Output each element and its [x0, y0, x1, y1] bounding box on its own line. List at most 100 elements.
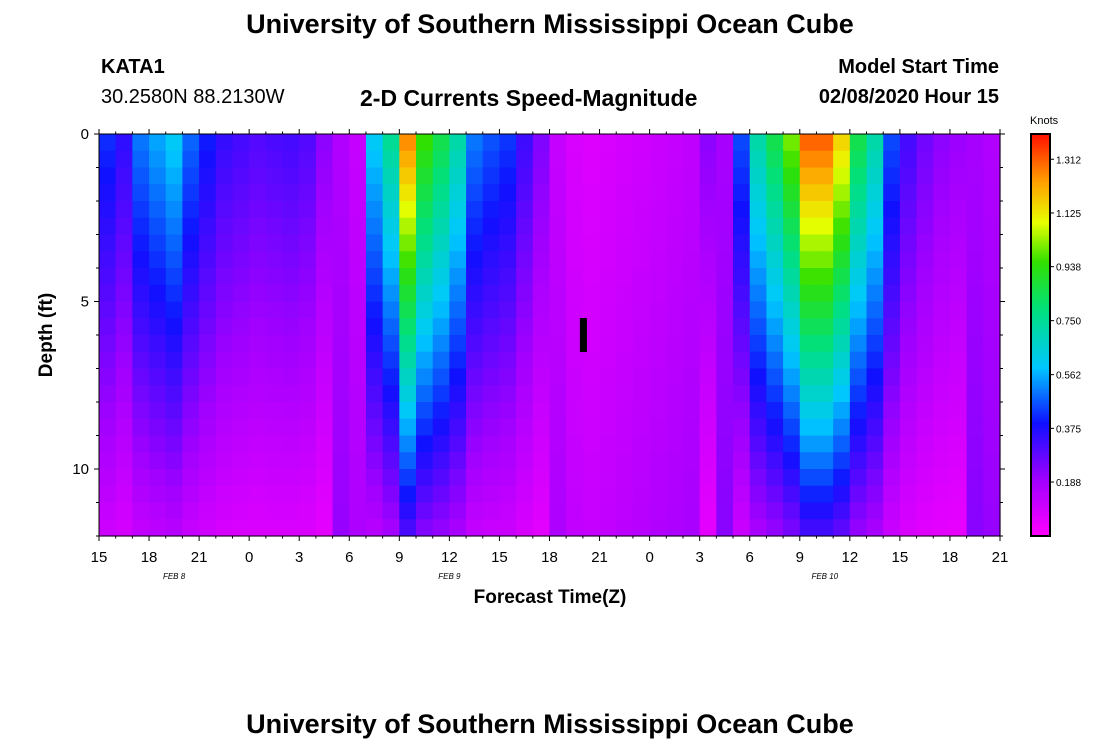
- heatmap-cell: [499, 284, 517, 303]
- heatmap-cell: [315, 234, 334, 252]
- heatmap-cell: [616, 351, 634, 370]
- heatmap-cell: [799, 284, 818, 303]
- current-time-marker: [579, 318, 587, 352]
- heatmap-cell: [549, 284, 567, 303]
- heatmap-cell: [115, 201, 133, 219]
- heatmap-cell: [783, 435, 801, 453]
- heatmap-cell: [549, 502, 567, 520]
- heatmap-cell: [599, 385, 617, 403]
- heatmap-cell: [716, 284, 734, 303]
- heatmap-cell: [449, 368, 467, 386]
- heatmap-cell: [883, 318, 901, 336]
- heatmap-cell: [299, 418, 317, 437]
- heatmap-cell: [232, 201, 250, 219]
- heatmap-cell: [733, 452, 751, 470]
- heatmap-cell: [115, 435, 133, 453]
- heatmap-cell: [649, 469, 667, 487]
- heatmap-cell: [983, 351, 1001, 370]
- top-title: University of Southern Mississippi Ocean…: [246, 9, 854, 39]
- heatmap-cell: [599, 469, 617, 487]
- heatmap-cell: [532, 469, 551, 487]
- colorbar-tick-label: 0.188: [1056, 478, 1081, 489]
- heatmap-cell: [165, 167, 184, 185]
- heatmap-cell: [766, 201, 784, 219]
- heatmap-cell: [132, 318, 150, 336]
- heatmap-cell: [816, 167, 834, 185]
- heatmap-cell: [783, 167, 801, 185]
- heatmap-cell: [866, 318, 884, 336]
- heatmap-cell: [916, 150, 934, 169]
- heatmap-cell: [716, 519, 734, 537]
- heatmap-cell: [115, 301, 133, 319]
- heatmap-cell: [866, 167, 884, 185]
- heatmap-cell: [733, 134, 751, 152]
- heatmap-cell: [399, 385, 417, 403]
- heatmap-cell: [249, 368, 267, 386]
- heatmap-cell: [599, 502, 617, 520]
- heatmap-cell: [699, 134, 717, 152]
- heatmap-cell: [249, 335, 267, 353]
- heatmap-cell: [566, 301, 584, 319]
- heatmap-cell: [299, 134, 317, 152]
- heatmap-cell: [249, 435, 267, 453]
- heatmap-cell: [482, 134, 501, 152]
- heatmap-cell: [165, 351, 184, 370]
- heatmap-cell: [399, 167, 417, 185]
- heatmap-cell: [365, 167, 384, 185]
- heatmap-cell: [349, 318, 367, 336]
- heatmap-cell: [299, 184, 317, 202]
- heatmap-cell: [833, 201, 851, 219]
- heatmap-cell: [115, 167, 133, 185]
- heatmap-cell: [399, 368, 417, 386]
- heatmap-cell: [332, 502, 350, 520]
- heatmap-cell: [399, 435, 417, 453]
- heatmap-cell: [516, 485, 534, 504]
- heatmap-cell: [232, 485, 250, 504]
- heatmap-cell: [365, 485, 384, 504]
- heatmap-cell: [966, 251, 984, 269]
- heatmap-cell: [382, 301, 400, 319]
- heatmap-cell: [766, 368, 784, 386]
- heatmap-cell: [365, 418, 384, 437]
- heatmap-cell: [549, 435, 567, 453]
- heatmap-cell: [115, 418, 133, 437]
- heatmap-cell: [432, 217, 450, 236]
- heatmap-cell: [516, 318, 534, 336]
- heatmap-cell: [899, 167, 918, 185]
- heatmap-cell: [466, 335, 484, 353]
- heatmap-cell: [365, 284, 384, 303]
- heatmap-cell: [616, 167, 634, 185]
- heatmap-cell: [449, 167, 467, 185]
- heatmap-cell: [416, 201, 434, 219]
- heatmap-cell: [132, 502, 150, 520]
- heatmap-cell: [215, 318, 234, 336]
- heatmap-cell: [616, 150, 634, 169]
- heatmap-cell: [749, 351, 768, 370]
- heatmap-cell: [232, 435, 250, 453]
- heatmap-cell: [749, 469, 768, 487]
- x-tick-label: 6: [345, 549, 353, 566]
- heatmap-cell: [549, 301, 567, 319]
- heatmap-cell: [616, 368, 634, 386]
- heatmap-cell: [149, 268, 167, 286]
- heatmap-cell: [816, 134, 834, 152]
- heatmap-cell: [849, 318, 868, 336]
- heatmap-cell: [165, 519, 184, 537]
- heatmap-cell: [449, 351, 467, 370]
- colorbar-tick-label: 0.750: [1056, 317, 1081, 328]
- heatmap-cell: [332, 335, 350, 353]
- heatmap-cell: [783, 469, 801, 487]
- heatmap-cell: [132, 469, 150, 487]
- heatmap-cell: [816, 368, 834, 386]
- heatmap-cell: [549, 519, 567, 537]
- heatmap-cell: [582, 251, 601, 269]
- heatmap-cell: [833, 469, 851, 487]
- heatmap-cell: [432, 351, 450, 370]
- heatmap-cell: [132, 485, 150, 504]
- heatmap-cell: [866, 234, 884, 252]
- heatmap-cell: [949, 318, 968, 336]
- heatmap-cell: [733, 201, 751, 219]
- heatmap-cell: [549, 184, 567, 202]
- heatmap-cell: [282, 217, 300, 236]
- heatmap-cell: [783, 284, 801, 303]
